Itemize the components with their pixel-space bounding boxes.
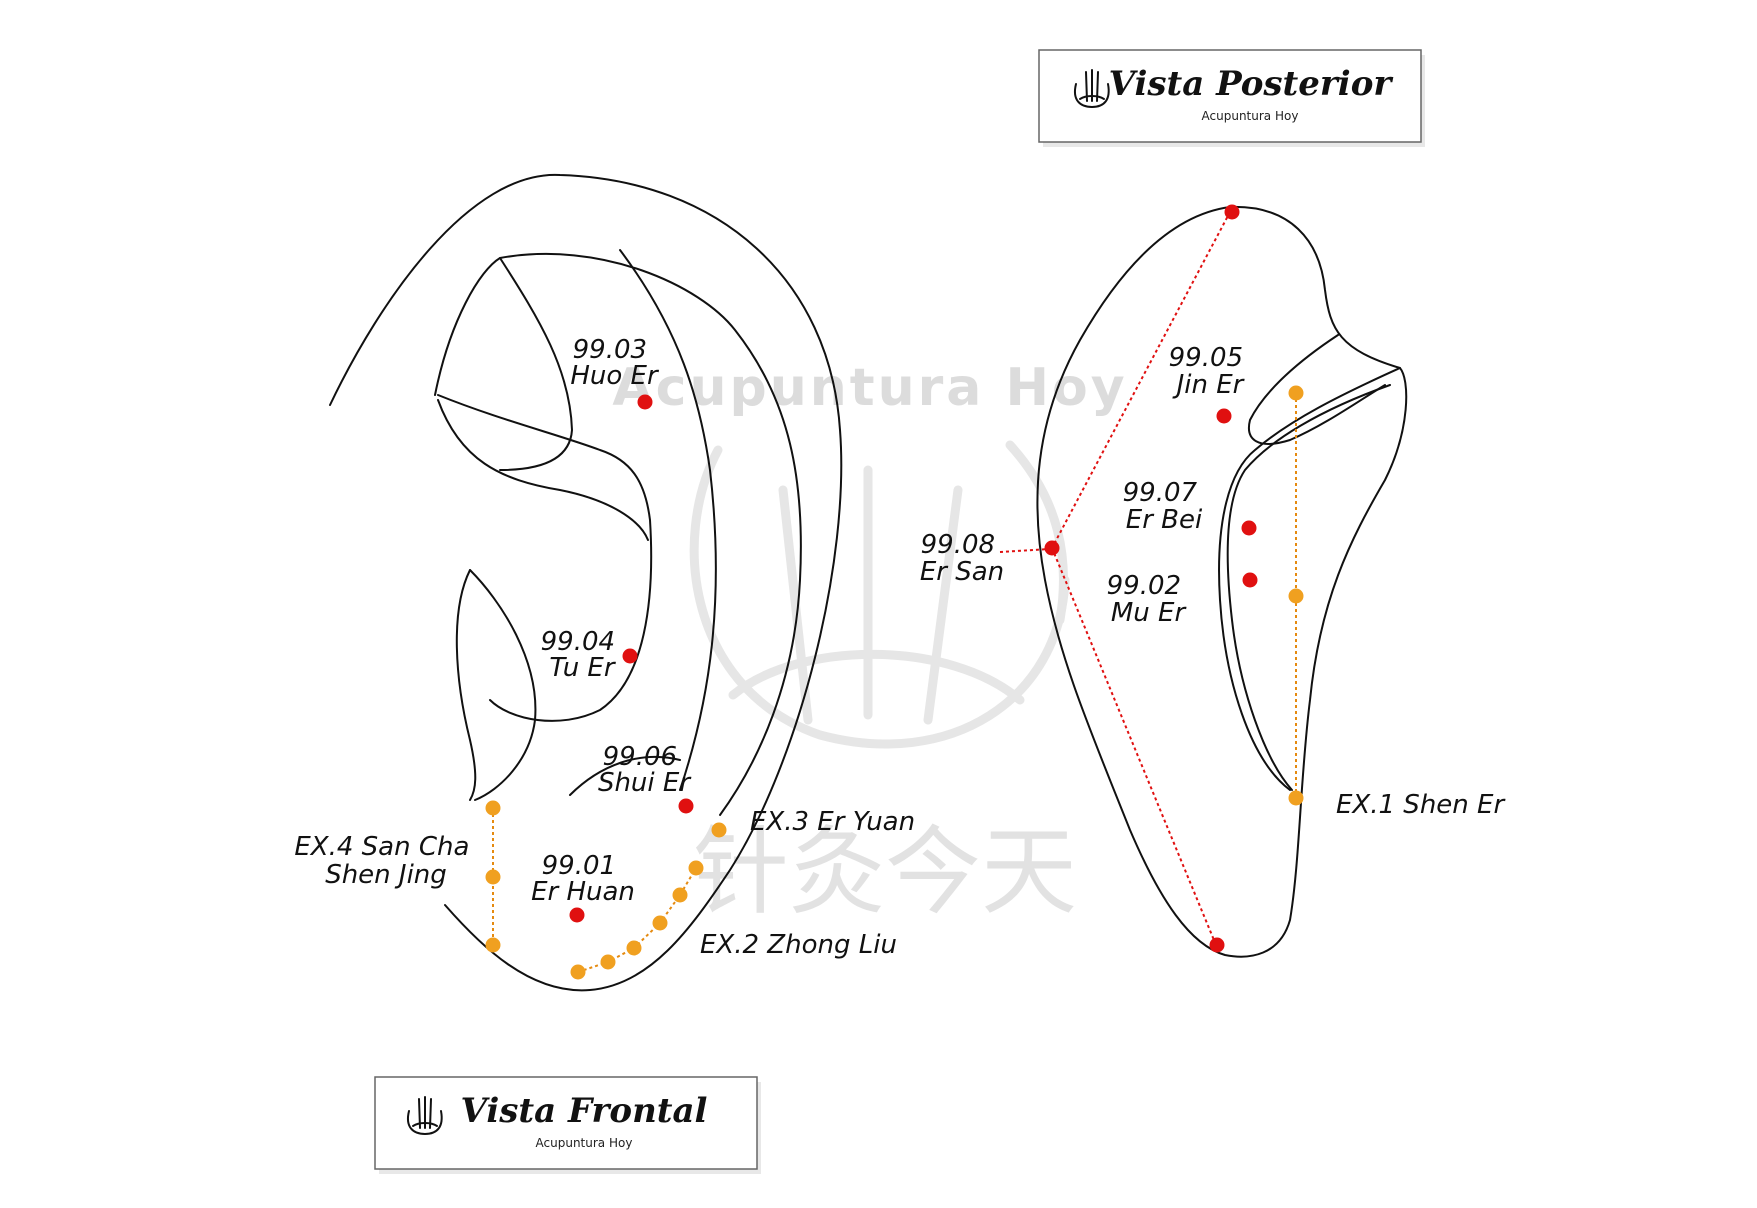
- point-san-cha-mid[interactable]: [485, 869, 501, 885]
- subtitle-frontal: Acupuntura Hoy: [536, 1136, 633, 1150]
- label-er-san: 99.08 Er San: [920, 530, 1004, 587]
- logo-icon: [407, 1096, 443, 1136]
- frontal-ear-outline: [329, 173, 843, 992]
- point-shui-er[interactable]: [678, 798, 694, 814]
- concha-edge: [569, 756, 681, 796]
- point-zhong-liu[interactable]: [688, 860, 704, 876]
- antihelix-crus-upper: [437, 394, 653, 722]
- title-frontal: Vista Frontal: [461, 1091, 708, 1131]
- point-zhong-liu[interactable]: [626, 940, 642, 956]
- point-huo-er[interactable]: [637, 394, 653, 410]
- point-zhong-liu[interactable]: [652, 915, 668, 931]
- watermark-cjk-text: 针灸今天: [693, 816, 1077, 928]
- point-tu-er[interactable]: [622, 648, 638, 664]
- label-ex1-shen-er: EX.1 Shen Er: [1336, 790, 1506, 820]
- title-box-frontal: Vista Frontal Acupuntura Hoy: [374, 1076, 761, 1174]
- point-er-yuan[interactable]: [711, 822, 727, 838]
- helix-outer-curve: [329, 173, 843, 992]
- label-er-huan: 99.01 Er Huan: [531, 851, 635, 907]
- point-san-cha-bottom[interactable]: [485, 937, 501, 953]
- helix-inner-curve: [434, 253, 802, 816]
- label-ex2-zhong-liu: EX.2 Zhong Liu: [700, 930, 897, 960]
- point-mu-er[interactable]: [1242, 572, 1258, 588]
- point-shen-er-bottom[interactable]: [1288, 790, 1304, 806]
- label-mu-er: 99.02 Mu Er: [1107, 571, 1190, 628]
- title-box-posterior: Vista Posterior Acupuntura Hoy: [1038, 49, 1425, 147]
- red-line-er-san-label: [999, 548, 1051, 553]
- point-zhong-liu[interactable]: [672, 887, 688, 903]
- point-er-huan[interactable]: [569, 907, 585, 923]
- posterior-ridge-outer: [1218, 367, 1401, 791]
- point-san-cha-top[interactable]: [485, 800, 501, 816]
- watermark-logo-icon: [689, 440, 1070, 749]
- point-zhong-liu[interactable]: [600, 954, 616, 970]
- point-jin-er[interactable]: [1216, 408, 1232, 424]
- tragus-curve: [469, 569, 537, 801]
- label-ex3-er-yuan: EX.3 Er Yuan: [750, 807, 915, 837]
- logo-icon: [1074, 69, 1110, 109]
- tragus-lobe-edge: [455, 569, 477, 801]
- subtitle-posterior: Acupuntura Hoy: [1202, 109, 1299, 123]
- label-shui-er: 99.06 Shui Er: [598, 742, 692, 798]
- posterior-ear-outline: [1036, 205, 1408, 958]
- antihelix-crus-lower: [437, 399, 649, 541]
- label-tu-er: 99.04 Tu Er: [541, 627, 624, 683]
- point-posterior-top[interactable]: [1224, 204, 1240, 220]
- label-huo-er: 99.03 Huo Er: [570, 335, 660, 391]
- point-er-san[interactable]: [1044, 540, 1060, 556]
- point-posterior-bottom[interactable]: [1209, 937, 1225, 953]
- label-jin-er: 99.05 Jin Er: [1169, 343, 1252, 400]
- watermark: Acupuntura Hoy 针灸今天: [612, 358, 1124, 928]
- point-labels: 99.03 Huo Er 99.04 Tu Er 99.06 Shui Er 9…: [294, 335, 1506, 960]
- label-er-bei: 99.07 Er Bei: [1123, 478, 1206, 535]
- point-zhong-liu[interactable]: [570, 964, 586, 980]
- antihelix-curve: [619, 249, 717, 791]
- point-er-bei[interactable]: [1241, 520, 1257, 536]
- label-ex4-san-cha: EX.4 San Cha Shen Jing: [294, 832, 477, 890]
- acupuncture-points: [485, 204, 1304, 980]
- posterior-groove: [1248, 334, 1386, 445]
- point-shen-er-top[interactable]: [1288, 385, 1304, 401]
- point-shen-er-mid[interactable]: [1288, 588, 1304, 604]
- title-posterior: Vista Posterior: [1109, 64, 1394, 104]
- posterior-ridge-inner: [1226, 384, 1391, 791]
- scaphoid-line: [499, 257, 573, 471]
- posterior-outer-curve: [1036, 205, 1408, 958]
